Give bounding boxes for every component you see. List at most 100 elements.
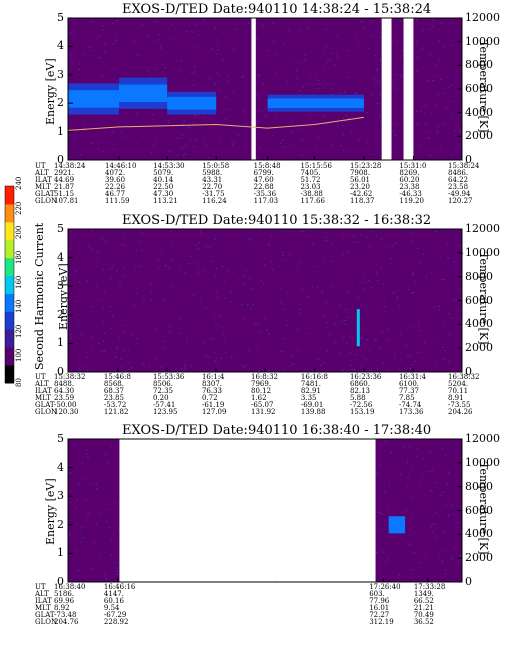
table-row-label-ilat: ILAT: [35, 387, 52, 395]
noise-speck: [192, 84, 194, 86]
noise-speck: [71, 63, 73, 65]
noise-speck: [346, 342, 348, 344]
noise-speck: [286, 324, 288, 326]
table-cell: 116.24: [202, 197, 227, 205]
noise-speck: [273, 41, 275, 43]
table-row-label-ut: UT: [35, 373, 46, 381]
noise-speck: [274, 53, 276, 55]
noise-speck: [374, 339, 376, 341]
noise-speck: [396, 296, 399, 298]
noise-speck: [347, 117, 350, 119]
right-tick-label: 12000: [465, 222, 500, 235]
noise-speck: [446, 243, 449, 245]
noise-speck: [417, 321, 419, 323]
noise-speck: [350, 364, 352, 366]
table-cell: 40.14: [153, 176, 174, 184]
noise-speck: [102, 308, 104, 310]
noise-speck: [110, 538, 112, 540]
noise-speck: [438, 306, 440, 308]
noise-speck: [116, 347, 119, 349]
noise-speck: [357, 241, 359, 243]
noise-speck: [181, 147, 183, 149]
noise-speck: [401, 117, 403, 119]
noise-speck: [264, 318, 266, 320]
table-cell: 113.21: [153, 197, 178, 205]
noise-speck: [299, 312, 301, 314]
table-cell: -73.55: [448, 401, 471, 409]
noise-speck: [96, 488, 98, 490]
noise-speck: [280, 142, 282, 144]
table-cell: 16.01: [369, 604, 390, 612]
table-cell: 16:23:36: [349, 373, 382, 381]
noise-speck: [388, 370, 390, 372]
noise-speck: [360, 234, 363, 236]
noise-speck: [399, 369, 401, 371]
table-cell: 66.52: [413, 597, 434, 605]
noise-speck: [430, 113, 432, 115]
noise-speck: [101, 29, 103, 31]
table-cell: 9.54: [103, 604, 120, 612]
noise-speck: [227, 81, 229, 83]
noise-speck: [272, 22, 274, 24]
noise-speck: [111, 268, 113, 269]
table-cell: 15:8:48: [253, 162, 281, 170]
noise-speck: [444, 573, 447, 575]
noise-speck: [317, 137, 319, 139]
noise-speck: [232, 142, 235, 144]
left-tick-label: 2: [57, 517, 64, 531]
noise-speck: [186, 335, 189, 337]
table-cell: 23.20: [349, 183, 370, 191]
noise-speck: [81, 527, 84, 528]
noise-speck: [387, 329, 389, 331]
noise-speck: [318, 83, 321, 85]
noise-speck: [449, 265, 452, 267]
table-cell: 2921.: [54, 169, 75, 177]
table-cell: -38.88: [300, 190, 323, 198]
noise-speck: [102, 340, 105, 342]
noise-speck: [422, 457, 424, 459]
noise-speck: [421, 476, 423, 478]
noise-speck: [164, 67, 166, 68]
noise-speck: [99, 513, 102, 515]
table-cell: 64.30: [54, 387, 75, 395]
noise-speck: [428, 80, 430, 81]
noise-speck: [442, 92, 445, 94]
table-cell: 82.13: [349, 387, 370, 395]
noise-speck: [331, 53, 333, 55]
noise-speck: [346, 316, 348, 318]
colorbar-segment: [5, 347, 14, 366]
noise-speck: [248, 278, 251, 280]
noise-speck: [401, 108, 404, 110]
table-cell: 8568.: [103, 380, 124, 388]
colorbar-segment: [5, 186, 14, 205]
noise-speck: [323, 362, 325, 364]
table-cell: 123.95: [152, 408, 178, 416]
table-cell: 60.16: [103, 597, 124, 605]
noise-speck: [441, 447, 444, 449]
table-cell: 22.88: [253, 183, 274, 191]
noise-speck: [82, 121, 84, 123]
table-cell: 51.72: [300, 176, 321, 184]
noise-speck: [184, 364, 186, 366]
noise-speck: [230, 300, 233, 302]
noise-speck: [343, 309, 346, 311]
noise-speck: [334, 64, 336, 66]
noise-speck: [303, 231, 305, 232]
table-cell: 5079.: [153, 169, 174, 177]
noise-speck: [225, 117, 227, 119]
noise-speck: [413, 568, 415, 570]
noise-speck: [188, 127, 191, 129]
noise-speck: [395, 355, 397, 357]
noise-speck: [70, 337, 72, 339]
noise-speck: [399, 57, 401, 59]
noise-speck: [398, 304, 401, 306]
noise-speck: [237, 353, 239, 355]
left-tick-label: 1: [57, 124, 64, 138]
noise-speck: [431, 470, 434, 472]
noise-speck: [454, 129, 457, 131]
noise-speck: [409, 325, 412, 327]
noise-speck: [230, 291, 232, 293]
noise-speck: [304, 54, 306, 56]
noise-speck: [299, 90, 301, 92]
noise-speck: [380, 238, 383, 240]
